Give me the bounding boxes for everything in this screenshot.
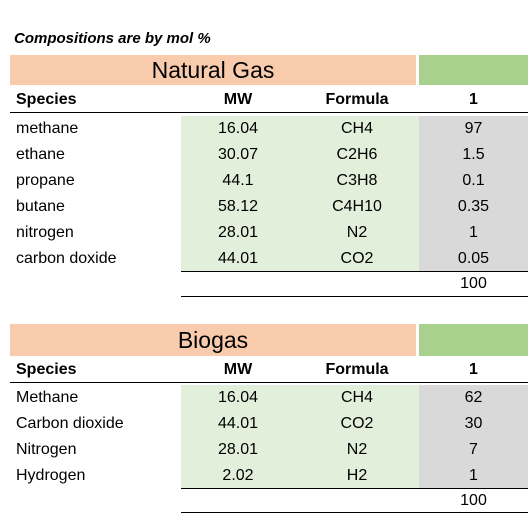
species-cell: propane [16, 172, 75, 189]
table-row: Methane 16.04 CH4 62 [10, 385, 528, 411]
col-header-species: Species [16, 91, 77, 108]
mw-cell: 28.01 [181, 220, 295, 246]
value-cell: 0.35 [419, 194, 528, 220]
species-cell: ethane [16, 146, 65, 163]
mw-cell: 44.01 [181, 246, 295, 272]
natural-gas-title: Natural Gas [10, 55, 416, 85]
mw-cell: 44.1 [181, 168, 295, 194]
species-cell: Methane [16, 389, 79, 406]
total-formula-cell [295, 271, 419, 297]
col-header-mw: MW [223, 91, 253, 108]
species-cell: Hydrogen [16, 467, 86, 484]
formula-cell: C2H6 [295, 142, 419, 168]
mw-cell: 44.01 [181, 411, 295, 437]
value-cell: 1 [419, 463, 528, 489]
biogas-header-fill [419, 324, 528, 356]
value-cell: 97 [419, 116, 528, 142]
formula-cell: CH4 [295, 116, 419, 142]
formula-cell: CO2 [295, 411, 419, 437]
species-cell: Carbon dioxide [16, 415, 124, 432]
value-cell: 7 [419, 437, 528, 463]
formula-cell: CO2 [295, 246, 419, 272]
formula-cell: CH4 [295, 385, 419, 411]
composition-note: Compositions are by mol % [14, 30, 211, 47]
table-row: nitrogen 28.01 N2 1 [10, 220, 528, 246]
table-row: Nitrogen 28.01 N2 7 [10, 437, 528, 463]
total-mw-cell [181, 271, 295, 297]
natural-gas-header-fill [419, 55, 528, 85]
species-cell: carbon doxide [16, 250, 117, 267]
mw-cell: 28.01 [181, 437, 295, 463]
col-header-formula: Formula [325, 91, 389, 108]
table-row: Carbon dioxide 44.01 CO2 30 [10, 411, 528, 437]
mw-cell: 2.02 [181, 463, 295, 489]
value-cell: 62 [419, 385, 528, 411]
total-mw-cell [181, 488, 295, 513]
total-value: 100 [419, 488, 528, 513]
col-header-case: 1 [469, 91, 478, 108]
mw-cell: 30.07 [181, 142, 295, 168]
mw-cell: 16.04 [181, 385, 295, 411]
species-cell: methane [16, 120, 79, 137]
formula-cell: C3H8 [295, 168, 419, 194]
value-cell: 0.1 [419, 168, 528, 194]
formula-cell: N2 [295, 220, 419, 246]
col-header-mw: MW [223, 361, 253, 378]
mw-cell: 58.12 [181, 194, 295, 220]
mw-cell: 16.04 [181, 116, 295, 142]
total-formula-cell [295, 488, 419, 513]
formula-cell: H2 [295, 463, 419, 489]
formula-cell: C4H10 [295, 194, 419, 220]
table-row: Hydrogen 2.02 H2 1 [10, 463, 528, 489]
value-cell: 30 [419, 411, 528, 437]
total-row: 100 [10, 488, 528, 513]
col-header-case: 1 [469, 361, 478, 378]
natural-gas-header-row: Species MW Formula 1 [10, 88, 528, 113]
species-cell: nitrogen [16, 224, 74, 241]
value-cell: 1 [419, 220, 528, 246]
table-row: butane 58.12 C4H10 0.35 [10, 194, 528, 220]
biogas-title: Biogas [10, 324, 416, 356]
species-cell: Nitrogen [16, 441, 77, 458]
total-value: 100 [419, 271, 528, 297]
table-row: methane 16.04 CH4 97 [10, 116, 528, 142]
species-cell: butane [16, 198, 65, 215]
formula-cell: N2 [295, 437, 419, 463]
table-row: carbon doxide 44.01 CO2 0.05 [10, 246, 528, 272]
col-header-species: Species [16, 361, 77, 378]
value-cell: 1.5 [419, 142, 528, 168]
total-row: 100 [10, 271, 528, 297]
table-row: propane 44.1 C3H8 0.1 [10, 168, 528, 194]
biogas-header-row: Species MW Formula 1 [10, 358, 528, 383]
table-row: ethane 30.07 C2H6 1.5 [10, 142, 528, 168]
value-cell: 0.05 [419, 246, 528, 272]
col-header-formula: Formula [325, 361, 389, 378]
